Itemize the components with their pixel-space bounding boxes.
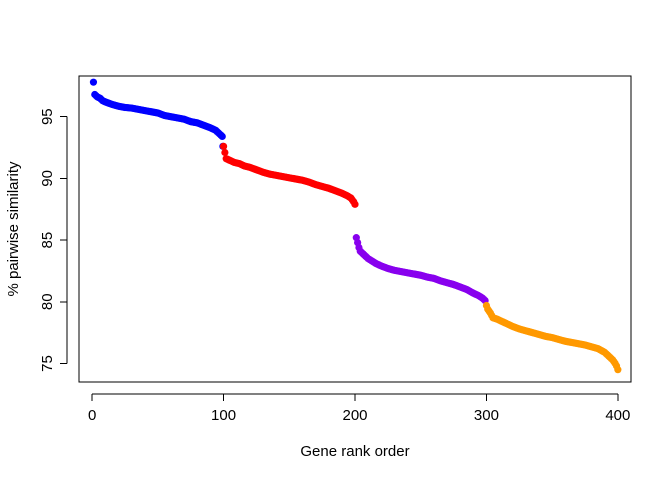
x-tick-label: 100 xyxy=(211,407,236,424)
data-point xyxy=(219,142,228,150)
data-point xyxy=(89,78,98,86)
data-points xyxy=(89,78,622,374)
y-tick-label: 80 xyxy=(39,293,56,310)
data-point xyxy=(351,200,359,208)
x-tick-label: 300 xyxy=(474,407,499,424)
data-point xyxy=(221,148,229,157)
y-axis-title: % pairwise similarity xyxy=(5,161,22,297)
y-tick-label: 90 xyxy=(39,170,56,187)
y-axis: 75 80 85 90 95 xyxy=(39,108,68,372)
y-tick-label: 75 xyxy=(39,355,56,372)
x-tick-label: 0 xyxy=(88,407,96,424)
data-point xyxy=(218,132,226,141)
series-4 xyxy=(482,301,622,374)
series-3 xyxy=(352,234,489,305)
plot-area-box xyxy=(78,75,632,383)
x-tick-label: 400 xyxy=(605,407,630,424)
series-1 xyxy=(89,78,227,150)
y-tick-label: 95 xyxy=(39,108,56,125)
y-tick-label: 85 xyxy=(39,232,56,249)
x-tick-label: 200 xyxy=(342,407,367,424)
series-2 xyxy=(219,142,359,208)
data-point xyxy=(614,366,622,374)
x-axis-title: Gene rank order xyxy=(300,443,409,460)
x-axis: 0 100 200 300 400 xyxy=(88,393,630,424)
